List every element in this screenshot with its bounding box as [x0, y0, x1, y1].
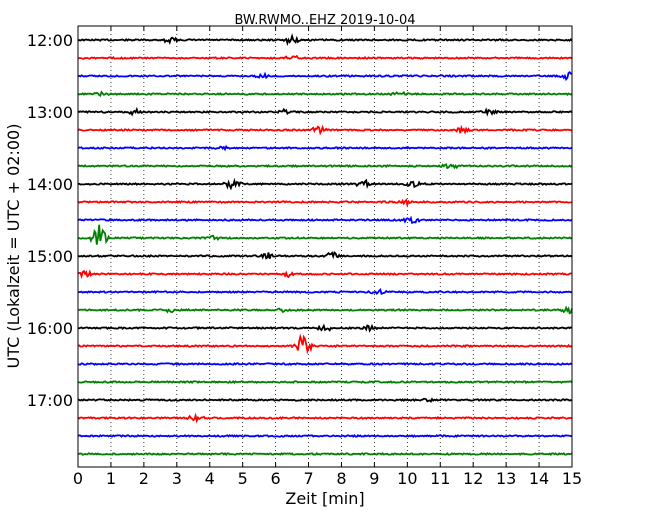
plot-frame — [77, 25, 573, 468]
seismic-trace — [77, 287, 573, 296]
traces — [77, 33, 573, 457]
x-tick-label: 0 — [73, 469, 83, 488]
x-axis-label: Zeit [min] — [285, 489, 364, 508]
seismic-trace — [77, 54, 573, 60]
seismic-trace — [77, 250, 573, 260]
seismic-trace — [77, 333, 573, 355]
x-tick-label: 12 — [463, 469, 483, 488]
y-tick-label: 12:00 — [27, 31, 73, 50]
seismic-trace — [77, 163, 573, 170]
seismic-trace — [78, 70, 573, 82]
seismic-trace — [77, 452, 573, 457]
y-tick-label: 15:00 — [27, 247, 73, 266]
seismic-trace — [77, 90, 573, 98]
y-tick-label: 16:00 — [27, 319, 73, 338]
seismic-trace — [77, 362, 573, 366]
x-tick-label: 3 — [172, 469, 182, 488]
x-tick-label: 9 — [369, 469, 379, 488]
x-tick-label: 7 — [303, 469, 313, 488]
seismic-trace — [77, 323, 573, 333]
grid — [110, 26, 540, 467]
x-tick-label: 11 — [430, 469, 450, 488]
seismic-trace — [77, 379, 573, 385]
seismic-trace — [77, 33, 573, 47]
seismic-trace — [77, 397, 573, 403]
x-tick-label: 8 — [336, 469, 346, 488]
seismic-trace — [77, 269, 573, 279]
seismic-trace — [77, 144, 573, 152]
seismic-trace — [77, 198, 573, 208]
x-tick-label: 1 — [106, 469, 116, 488]
x-tick-label: 5 — [238, 469, 248, 488]
x-tick-label: 10 — [397, 469, 417, 488]
x-tick-label: 13 — [496, 469, 516, 488]
seismic-trace — [77, 433, 573, 438]
seismic-trace — [77, 412, 573, 424]
seismic-trace — [77, 215, 573, 224]
seismic-trace — [78, 305, 573, 315]
seismic-trace — [77, 177, 573, 191]
y-axis-label: UTC (Lokalzeit = UTC + 02:00) — [4, 124, 23, 369]
x-tick-label: 4 — [205, 469, 215, 488]
x-tick-label: 14 — [529, 469, 549, 488]
y-axis: 12:00 13:00 14:00 15:00 16:00 17:00 — [27, 31, 572, 410]
chart-title: BW.RWMO..EHZ 2019-10-04 — [234, 13, 415, 28]
seismic-trace — [77, 224, 573, 245]
y-tick-label: 14:00 — [27, 175, 73, 194]
seismic-trace — [77, 106, 573, 117]
seismic-trace — [77, 124, 573, 136]
y-tick-label: 17:00 — [27, 391, 73, 410]
x-axis: 0 1 2 3 4 5 6 7 8 9 10 11 12 13 14 15 — [73, 26, 582, 488]
x-tick-label: 2 — [139, 469, 149, 488]
y-tick-label: 13:00 — [27, 103, 73, 122]
x-tick-label: 15 — [562, 469, 582, 488]
x-tick-label: 6 — [271, 469, 281, 488]
